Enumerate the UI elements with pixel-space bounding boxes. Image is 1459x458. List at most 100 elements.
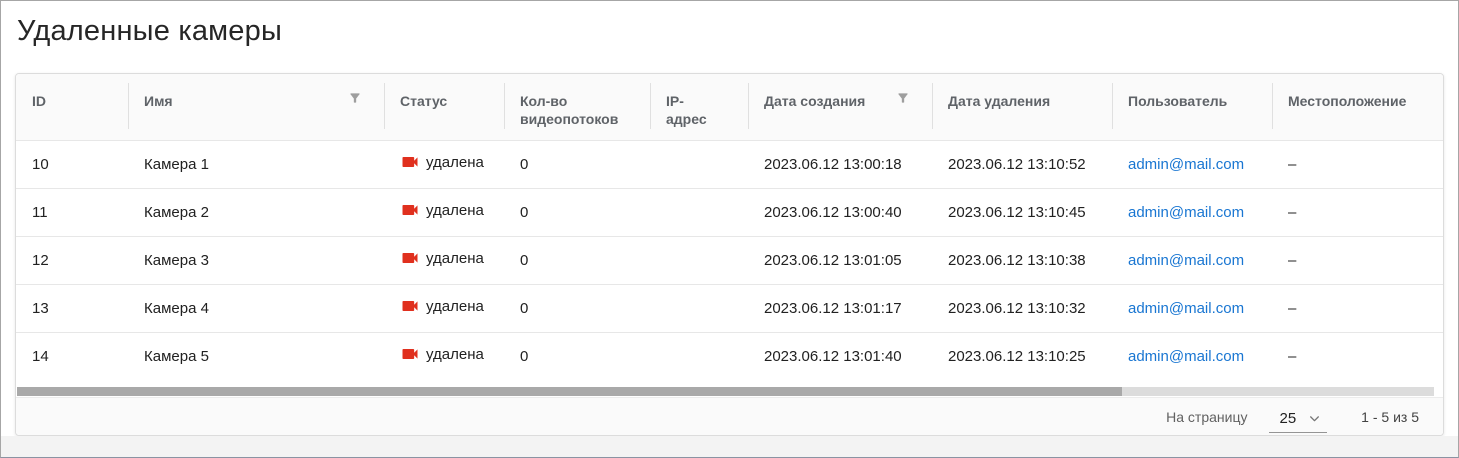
videocam-icon: [400, 200, 420, 220]
cell-id: 10: [16, 139, 128, 188]
cell-location: –: [1272, 187, 1443, 236]
videocam-icon: [400, 296, 420, 316]
cell-ip: [650, 187, 748, 236]
cell-status: удалена: [384, 331, 504, 380]
pagination-bar: На страницу 25 1 - 5 из 5: [16, 397, 1443, 435]
column-header-user[interactable]: Пользователь: [1112, 74, 1272, 140]
column-header-ip[interactable]: IP-адрес: [650, 74, 748, 140]
cell-id: 12: [16, 235, 128, 284]
cell-ip: [650, 283, 748, 332]
cell-location: –: [1272, 283, 1443, 332]
filter-icon[interactable]: [348, 91, 362, 105]
cell-deleted: 2023.06.12 13:10:32: [932, 283, 1112, 332]
cell-name: Камера 3: [128, 235, 384, 284]
status-label: удалена: [426, 201, 484, 219]
cell-user: admin@mail.com: [1112, 187, 1272, 236]
cell-created: 2023.06.12 13:01:40: [748, 331, 932, 380]
cell-status: удалена: [384, 187, 504, 236]
column-header-label: Дата создания: [764, 93, 866, 109]
cell-deleted: 2023.06.12 13:10:52: [932, 139, 1112, 188]
cell-user: admin@mail.com: [1112, 235, 1272, 284]
cell-created: 2023.06.12 13:01:05: [748, 235, 932, 284]
column-header-deleted[interactable]: Дата удаления: [932, 74, 1112, 140]
cell-name: Камера 2: [128, 187, 384, 236]
user-email-link[interactable]: admin@mail.com: [1128, 203, 1245, 221]
table-body: 10 Камера 1 удалена 0 2023.06.12 13:00:1…: [16, 139, 1443, 380]
table-row[interactable]: 10 Камера 1 удалена 0 2023.06.12 13:00:1…: [16, 139, 1443, 188]
cell-deleted: 2023.06.12 13:10:38: [932, 235, 1112, 284]
user-email-link[interactable]: admin@mail.com: [1128, 299, 1245, 317]
column-header-id[interactable]: ID: [16, 74, 128, 140]
column-header-label: IP-адрес: [666, 93, 707, 127]
status-label: удалена: [426, 345, 484, 363]
horizontal-scrollbar[interactable]: [17, 387, 1434, 396]
table-header-row: ID Имя Статус Кол-во видеопотоков: [16, 74, 1443, 140]
cell-streams: 0: [504, 283, 650, 332]
column-header-label: ID: [32, 93, 46, 109]
filter-icon[interactable]: [896, 91, 910, 105]
column-header-created[interactable]: Дата создания: [748, 74, 932, 140]
videocam-icon: [400, 344, 420, 364]
cell-deleted: 2023.06.12 13:10:25: [932, 331, 1112, 380]
page-title: Удаленные камеры: [17, 15, 283, 47]
cell-streams: 0: [504, 187, 650, 236]
column-header-label: Статус: [400, 93, 448, 109]
cell-id: 11: [16, 187, 128, 236]
page-range-label: 1 - 5 из 5: [1361, 408, 1419, 425]
cell-name: Камера 5: [128, 331, 384, 380]
column-header-label: Местоположение: [1288, 93, 1407, 109]
deleted-cameras-table-card: ID Имя Статус Кол-во видеопотоков: [15, 73, 1444, 436]
cell-ip: [650, 331, 748, 380]
cell-status: удалена: [384, 235, 504, 284]
column-header-streams[interactable]: Кол-во видеопотоков: [504, 74, 650, 140]
user-email-link[interactable]: admin@mail.com: [1128, 155, 1245, 173]
chevron-down-icon: [1308, 412, 1321, 425]
videocam-icon: [400, 152, 420, 172]
status-label: удалена: [426, 249, 484, 267]
cell-id: 14: [16, 331, 128, 380]
page-bottom-strip: [1, 436, 1458, 457]
cell-ip: [650, 139, 748, 188]
column-header-label: Дата удаления: [948, 93, 1051, 109]
per-page-label: На страницу: [1166, 408, 1248, 425]
column-header-label: Имя: [144, 93, 173, 109]
cell-location: –: [1272, 139, 1443, 188]
cell-streams: 0: [504, 139, 650, 188]
cell-ip: [650, 235, 748, 284]
cell-location: –: [1272, 235, 1443, 284]
cell-created: 2023.06.12 13:00:40: [748, 187, 932, 236]
cell-id: 13: [16, 283, 128, 332]
cell-user: admin@mail.com: [1112, 139, 1272, 188]
user-email-link[interactable]: admin@mail.com: [1128, 347, 1245, 365]
table-row[interactable]: 14 Камера 5 удалена 0 2023.06.12 13:01:4…: [16, 331, 1443, 380]
cell-location: –: [1272, 331, 1443, 380]
per-page-value: 25: [1279, 410, 1297, 427]
column-header-location[interactable]: Местоположение: [1272, 74, 1443, 140]
table-row[interactable]: 12 Камера 3 удалена 0 2023.06.12 13:01:0…: [16, 235, 1443, 284]
per-page-select[interactable]: 25: [1269, 408, 1328, 433]
cell-name: Камера 4: [128, 283, 384, 332]
cell-streams: 0: [504, 331, 650, 380]
deleted-cameras-table: ID Имя Статус Кол-во видеопотоков: [16, 74, 1443, 380]
cell-streams: 0: [504, 235, 650, 284]
table-row[interactable]: 11 Камера 2 удалена 0 2023.06.12 13:00:4…: [16, 187, 1443, 236]
cell-status: удалена: [384, 283, 504, 332]
cell-user: admin@mail.com: [1112, 331, 1272, 380]
status-label: удалена: [426, 297, 484, 315]
videocam-icon: [400, 248, 420, 268]
table-row[interactable]: 13 Камера 4 удалена 0 2023.06.12 13:01:1…: [16, 283, 1443, 332]
cell-created: 2023.06.12 13:01:17: [748, 283, 932, 332]
cell-created: 2023.06.12 13:00:18: [748, 139, 932, 188]
column-header-label: Кол-во видеопотоков: [520, 93, 619, 127]
horizontal-scrollbar-thumb[interactable]: [17, 387, 1123, 396]
column-header-status[interactable]: Статус: [384, 74, 504, 140]
cell-user: admin@mail.com: [1112, 283, 1272, 332]
user-email-link[interactable]: admin@mail.com: [1128, 251, 1245, 269]
status-label: удалена: [426, 153, 484, 171]
column-header-label: Пользователь: [1128, 93, 1228, 109]
column-header-name[interactable]: Имя: [128, 74, 384, 140]
cell-status: удалена: [384, 139, 504, 188]
cell-deleted: 2023.06.12 13:10:45: [932, 187, 1112, 236]
cell-name: Камера 1: [128, 139, 384, 188]
